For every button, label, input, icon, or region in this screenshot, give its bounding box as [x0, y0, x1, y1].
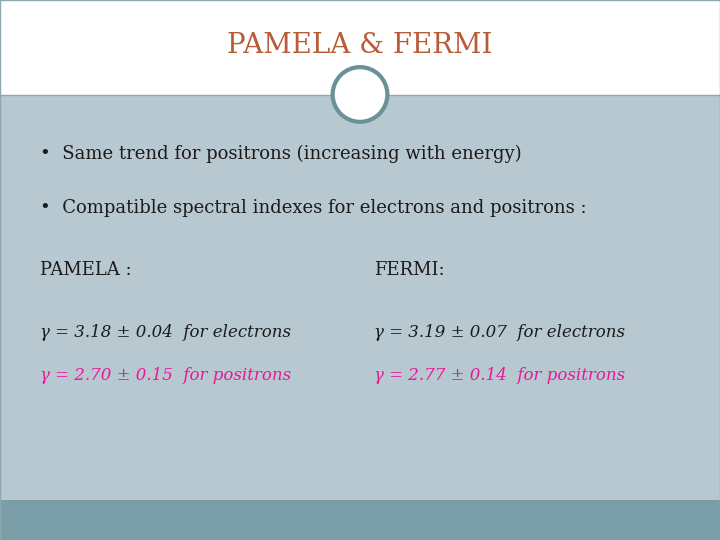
Bar	[0, 0, 720, 94]
Text: PAMELA :: PAMELA :	[40, 261, 131, 279]
Bar	[0, 500, 720, 540]
Bar	[0, 94, 720, 500]
Text: γ = 3.18 ± 0.04  for electrons: γ = 3.18 ± 0.04 for electrons	[40, 323, 291, 341]
Ellipse shape	[333, 67, 387, 122]
Text: γ = 2.70 ± 0.15  for positrons: γ = 2.70 ± 0.15 for positrons	[40, 367, 291, 384]
Text: FERMI:: FERMI:	[374, 261, 445, 279]
Text: PAMELA & FERMI: PAMELA & FERMI	[228, 32, 492, 59]
Text: γ = 2.77 ± 0.14  for positrons: γ = 2.77 ± 0.14 for positrons	[374, 367, 626, 384]
Text: γ = 3.19 ± 0.07  for electrons: γ = 3.19 ± 0.07 for electrons	[374, 323, 626, 341]
Text: •  Compatible spectral indexes for electrons and positrons :: • Compatible spectral indexes for electr…	[40, 199, 586, 217]
Text: •  Same trend for positrons (increasing with energy): • Same trend for positrons (increasing w…	[40, 145, 521, 163]
